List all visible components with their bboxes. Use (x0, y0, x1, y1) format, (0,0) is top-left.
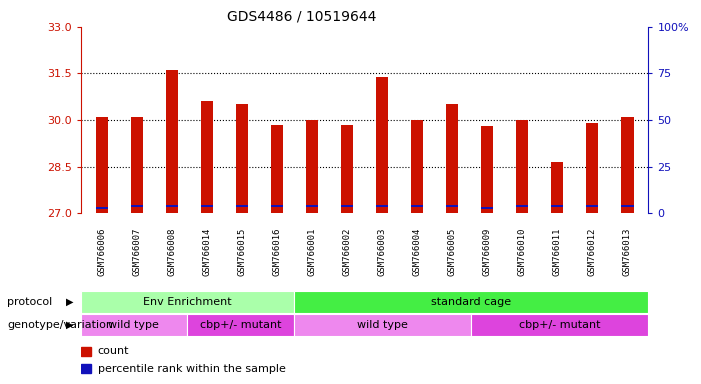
Bar (551, 205, 564, 207)
Bar (200, 101, 213, 213)
Bar (130, 117, 143, 213)
Text: GSM766016: GSM766016 (273, 227, 281, 276)
Bar (341, 125, 353, 213)
Bar (516, 205, 529, 207)
Bar (446, 205, 458, 207)
Text: count: count (97, 346, 129, 356)
Bar (81, 291, 294, 313)
Text: cbp+/- mutant: cbp+/- mutant (200, 320, 281, 330)
Bar (306, 120, 318, 213)
Text: cbp+/- mutant: cbp+/- mutant (519, 320, 601, 330)
Bar (81, 364, 90, 373)
Text: GSM766002: GSM766002 (343, 227, 351, 276)
Bar (294, 314, 471, 336)
Text: standard cage: standard cage (431, 297, 511, 307)
Bar (187, 314, 294, 336)
Bar (411, 205, 423, 207)
Bar (341, 205, 353, 207)
Bar (165, 205, 178, 207)
Bar (294, 291, 648, 313)
Bar (271, 205, 283, 207)
Text: GDS4486 / 10519644: GDS4486 / 10519644 (226, 10, 376, 23)
Text: GSM766003: GSM766003 (378, 227, 386, 276)
Bar (481, 126, 494, 213)
Bar (586, 123, 599, 213)
Text: GSM766010: GSM766010 (518, 227, 526, 276)
Bar (130, 205, 143, 207)
Bar (411, 120, 423, 213)
Bar (236, 205, 248, 207)
Text: GSM766013: GSM766013 (623, 227, 632, 276)
Bar (95, 207, 108, 209)
Text: percentile rank within the sample: percentile rank within the sample (97, 364, 285, 374)
Bar (586, 205, 599, 207)
Bar (95, 117, 108, 213)
Bar (165, 70, 178, 213)
Bar (471, 314, 648, 336)
Text: genotype/variation: genotype/variation (7, 320, 113, 330)
Text: GSM766014: GSM766014 (203, 227, 211, 276)
Bar (81, 347, 90, 356)
Bar (446, 104, 458, 213)
Text: GSM766009: GSM766009 (483, 227, 491, 276)
Bar (481, 207, 494, 209)
Bar (551, 162, 564, 213)
Bar (81, 314, 187, 336)
Bar (621, 205, 634, 207)
Text: GSM766006: GSM766006 (97, 227, 106, 276)
Text: GSM766012: GSM766012 (588, 227, 597, 276)
Text: GSM766011: GSM766011 (553, 227, 562, 276)
Bar (271, 125, 283, 213)
Bar (306, 205, 318, 207)
Text: wild type: wild type (357, 320, 408, 330)
Text: ▶: ▶ (66, 320, 74, 330)
Bar (236, 104, 248, 213)
Text: GSM766005: GSM766005 (448, 227, 456, 276)
Text: protocol: protocol (7, 297, 53, 307)
Text: GSM766001: GSM766001 (308, 227, 316, 276)
Bar (516, 120, 529, 213)
Bar (621, 117, 634, 213)
Bar (376, 76, 388, 213)
Bar (376, 205, 388, 207)
Bar (200, 205, 213, 207)
Text: GSM766007: GSM766007 (132, 227, 141, 276)
Text: ▶: ▶ (66, 297, 74, 307)
Text: Env Enrichment: Env Enrichment (143, 297, 231, 307)
Text: wild type: wild type (109, 320, 159, 330)
Text: GSM766015: GSM766015 (238, 227, 246, 276)
Text: GSM766004: GSM766004 (413, 227, 421, 276)
Text: GSM766008: GSM766008 (168, 227, 176, 276)
